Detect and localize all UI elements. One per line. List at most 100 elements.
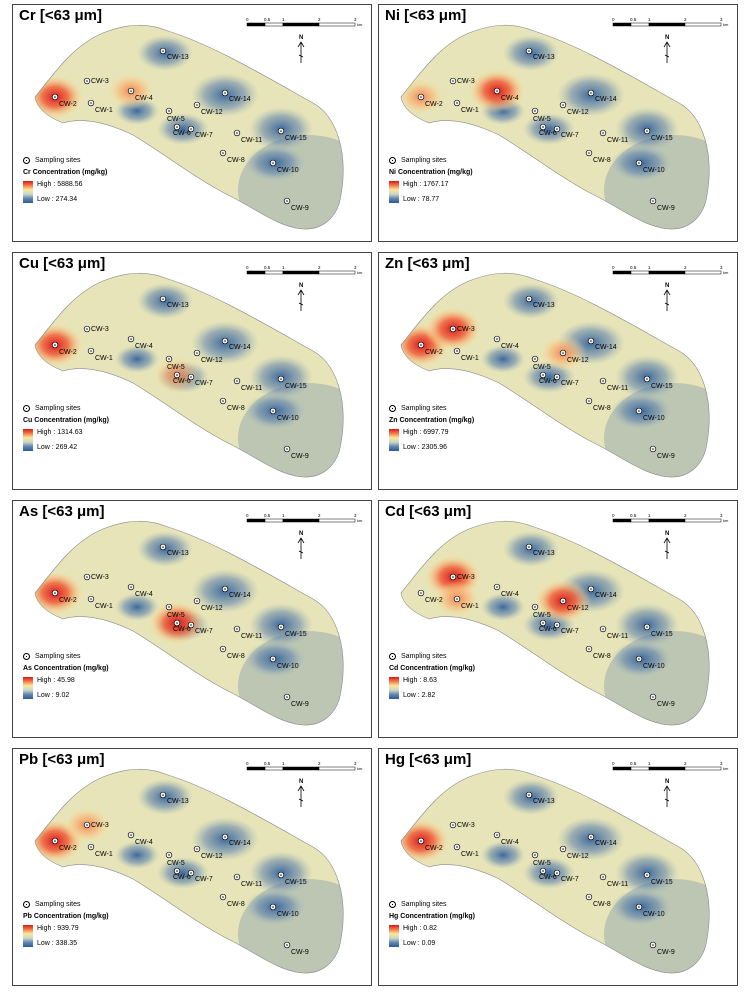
site-marker-dot — [236, 876, 238, 878]
site-marker-dot — [590, 836, 592, 838]
color-ramp-bar — [23, 677, 33, 699]
site-marker-dot — [588, 896, 590, 898]
legend-high-value: High : 1314.63 — [37, 429, 83, 436]
scale-bar: 0 0.5 1 2 3km — [612, 761, 729, 771]
legend-sampling-label: Sampling sites — [35, 405, 81, 412]
site-label: CW-15 — [285, 135, 307, 142]
scale-segment — [246, 766, 266, 771]
sampling-site-cw-15: CW-15 — [277, 871, 307, 886]
site-label: CW-10 — [277, 415, 299, 422]
site-label: CW-12 — [567, 109, 589, 116]
site-marker-dot — [528, 298, 530, 300]
site-label: CW-11 — [241, 881, 262, 888]
site-label: CW-13 — [533, 54, 555, 61]
sampling-site-cw-11: CW-11 — [599, 377, 628, 392]
sampling-site-cw-1: CW-1 — [87, 347, 113, 362]
site-label: CW-14 — [229, 96, 251, 103]
site-label: CW-3 — [457, 822, 475, 829]
scale-bar: 0 0.5 1 2 3km — [246, 761, 363, 771]
site-label: CW-4 — [135, 839, 153, 846]
site-marker-dot — [496, 586, 498, 588]
site-marker-dot — [646, 626, 648, 628]
site-marker-dot — [542, 374, 544, 376]
scale-tick-label: 1 — [282, 761, 285, 766]
site-label: CW-7 — [195, 628, 213, 635]
sampling-site-cw-4: CW-4 — [493, 831, 519, 846]
sampling-site-cw-3: CW-3 — [449, 573, 475, 581]
legend-color-ramp: High : 6997.79 Low : 2305.96 — [389, 429, 549, 451]
sampling-site-cw-8: CW-8 — [219, 645, 245, 660]
site-marker-dot — [590, 92, 592, 94]
site-marker-dot — [452, 576, 454, 578]
color-ramp-bar — [389, 677, 399, 699]
sampling-site-cw-8: CW-8 — [219, 893, 245, 908]
site-label: CW-13 — [533, 550, 555, 557]
north-label: N — [665, 779, 669, 785]
scale-tick-label: 0.5 — [264, 761, 271, 766]
site-marker-dot — [602, 132, 604, 134]
sampling-site-cw-2: CW-2 — [51, 837, 77, 852]
sampling-site-cw-12: CW-12 — [559, 101, 589, 116]
legend-sampling-row: Sampling sites — [23, 403, 183, 414]
legend-color-ramp: High : 1767.17 Low : 78.77 — [389, 181, 549, 203]
concentration-map: CW-1 CW-2 CW-3 CW-4 CW-5 CW-6 CW-7 CW-8 CW-9 CW-1… — [400, 761, 729, 974]
site-label: CW-5 — [533, 364, 551, 371]
map-panel: CW-1 CW-2 CW-3 CW-4 CW-5 CW-6 CW-7 CW-8 CW-9 CW-1… — [378, 748, 738, 986]
site-label: CW-12 — [201, 605, 223, 612]
site-marker-dot — [496, 90, 498, 92]
site-marker-dot — [130, 586, 132, 588]
site-label: CW-4 — [501, 591, 519, 598]
site-marker-dot — [176, 374, 178, 376]
low-concentration-zone — [481, 593, 525, 621]
scale-segment — [282, 518, 320, 523]
low-concentration-zone — [115, 841, 159, 869]
site-marker-dot — [222, 152, 224, 154]
sampling-site-cw-7: CW-7 — [553, 621, 579, 635]
concentration-map: CW-1 CW-2 CW-3 CW-4 CW-5 CW-6 CW-7 CW-8 CW-9 CW-1… — [400, 265, 729, 478]
site-label: CW-9 — [657, 701, 675, 708]
north-arrow-icon: N — [297, 779, 305, 807]
north-arrow-icon: N — [663, 779, 671, 807]
site-label: CW-15 — [651, 383, 673, 390]
scale-tick-label: 0 — [612, 17, 615, 22]
scale-segment — [612, 766, 632, 771]
map-legend: Sampling sites Cr Concentration (mg/kg) Hi… — [23, 155, 183, 203]
sampling-site-cw-12: CW-12 — [559, 597, 589, 612]
site-marker-dot — [588, 400, 590, 402]
scale-segment — [282, 766, 320, 771]
scale-tick-label: 0 — [612, 265, 615, 270]
sampling-site-cw-8: CW-8 — [219, 149, 245, 164]
site-marker-dot — [652, 448, 654, 450]
site-label: CW-5 — [167, 860, 185, 867]
scale-tick-label: 0.5 — [630, 17, 637, 22]
site-marker-dot — [168, 854, 170, 856]
site-label: CW-8 — [227, 405, 245, 412]
site-marker-dot — [452, 80, 454, 82]
map-panel: CW-1 CW-2 CW-3 CW-4 CW-5 CW-6 CW-7 CW-8 CW-9 CW-1… — [12, 252, 372, 490]
site-marker-dot — [90, 102, 92, 104]
site-label: CW-14 — [229, 840, 251, 847]
site-marker-dot — [590, 588, 592, 590]
scale-unit: km — [357, 22, 363, 27]
scale-segment — [246, 270, 266, 275]
site-label: CW-8 — [593, 901, 611, 908]
study-area-outline — [400, 520, 710, 726]
scale-tick-label: 2 — [684, 513, 687, 518]
scale-segment — [612, 518, 632, 523]
scale-unit: km — [723, 518, 729, 523]
legend-sampling-label: Sampling sites — [35, 901, 81, 908]
study-area-outline — [34, 520, 344, 726]
sampling-site-cw-2: CW-2 — [417, 589, 443, 604]
site-label: CW-2 — [59, 349, 77, 356]
site-label: CW-3 — [91, 78, 109, 85]
scale-tick-label: 1 — [282, 17, 285, 22]
north-label: N — [665, 531, 669, 537]
legend-color-ramp: High : 5888.56 Low : 274.34 — [23, 181, 183, 203]
north-arrow-icon: N — [663, 283, 671, 311]
color-ramp-bar — [389, 429, 399, 451]
scale-tick-label: 0 — [246, 761, 249, 766]
map-legend: Sampling sites Cd Concentration (mg/kg) Hi… — [389, 651, 549, 699]
map-legend: Sampling sites As Concentration (mg/kg) Hi… — [23, 651, 183, 699]
map-panel: CW-1 CW-2 CW-3 CW-4 CW-5 CW-6 CW-7 CW-8 CW-9 CW-1… — [378, 252, 738, 490]
site-label: CW-12 — [567, 853, 589, 860]
